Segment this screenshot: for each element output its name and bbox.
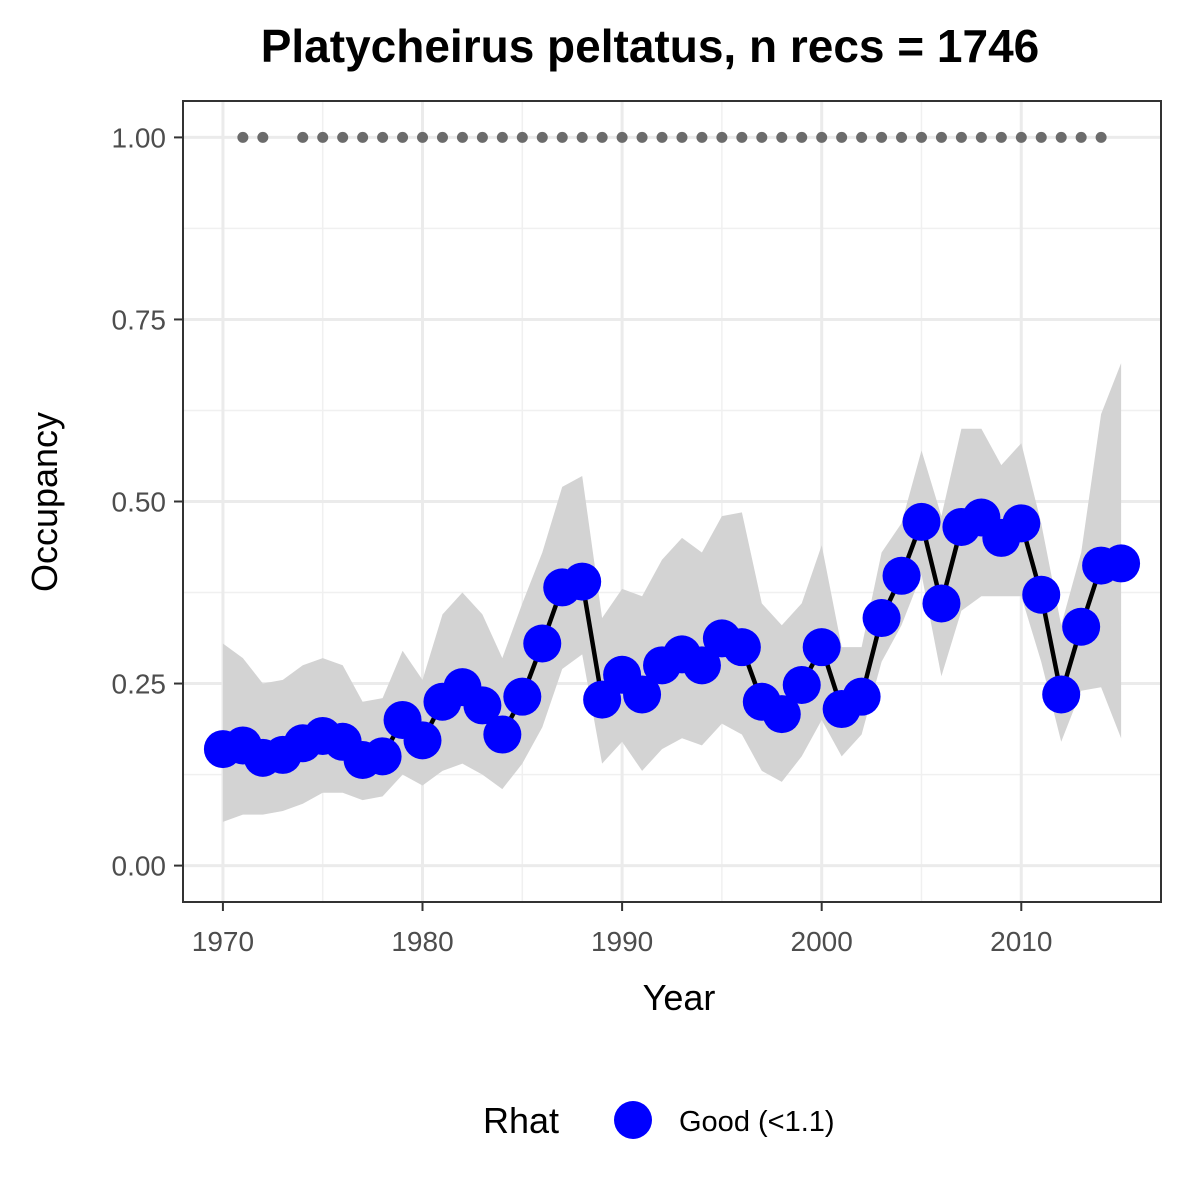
legend-title: Rhat xyxy=(483,1100,559,1141)
record-dot xyxy=(1055,131,1067,143)
chart-title: Platycheirus peltatus, n recs = 1746 xyxy=(261,20,1040,72)
data-point xyxy=(922,584,961,623)
y-tick-label: 0.75 xyxy=(112,304,167,335)
y-tick-label: 0.00 xyxy=(112,851,167,882)
data-point xyxy=(802,628,841,667)
record-dot xyxy=(576,131,588,143)
record-dot xyxy=(496,131,508,143)
record-dot xyxy=(955,131,967,143)
data-point xyxy=(762,695,801,734)
record-dot xyxy=(596,131,608,143)
record-dot xyxy=(456,131,468,143)
record-dot xyxy=(896,131,908,143)
record-dot xyxy=(436,131,448,143)
record-dot xyxy=(397,131,409,143)
record-dot xyxy=(995,131,1007,143)
y-tick-label: 1.00 xyxy=(112,122,167,153)
record-dot xyxy=(536,131,548,143)
x-tick-label: 1970 xyxy=(192,926,254,957)
data-point xyxy=(722,628,761,667)
x-tick-label: 2010 xyxy=(990,926,1052,957)
record-dot xyxy=(636,131,648,143)
record-dot xyxy=(237,131,249,143)
y-axis-label: Occupancy xyxy=(24,412,65,592)
data-point xyxy=(902,502,941,541)
legend: Rhat Good (<1.1) xyxy=(483,1100,835,1141)
y-axis-ticks: 0.00 0.25 0.50 0.75 1.00 xyxy=(112,122,183,882)
record-dot xyxy=(357,131,369,143)
record-dot xyxy=(876,131,888,143)
record-dot xyxy=(297,131,309,143)
record-dot xyxy=(776,131,788,143)
data-point xyxy=(363,737,402,776)
record-dot xyxy=(756,131,768,143)
record-dot xyxy=(1015,131,1027,143)
record-dot xyxy=(1035,131,1047,143)
x-axis-ticks: 1970 1980 1990 2000 2010 xyxy=(192,902,1052,957)
data-point xyxy=(682,646,721,685)
data-point xyxy=(563,562,602,601)
data-point xyxy=(463,686,502,725)
record-year-markers xyxy=(237,131,1107,143)
x-tick-label: 1990 xyxy=(591,926,653,957)
record-dot xyxy=(417,131,429,143)
record-dot xyxy=(696,131,708,143)
record-dot xyxy=(616,131,628,143)
y-tick-label: 0.25 xyxy=(112,669,167,700)
data-point xyxy=(1002,504,1041,543)
record-dot xyxy=(516,131,528,143)
record-dot xyxy=(736,131,748,143)
data-point xyxy=(623,675,662,714)
record-dot xyxy=(556,131,568,143)
record-dot xyxy=(317,131,329,143)
record-dot xyxy=(676,131,688,143)
record-dot xyxy=(816,131,828,143)
record-dot xyxy=(975,131,987,143)
data-point xyxy=(782,666,821,705)
y-tick-label: 0.50 xyxy=(112,487,167,518)
record-dot xyxy=(257,131,269,143)
record-dot xyxy=(935,131,947,143)
data-point xyxy=(1062,607,1101,646)
data-point xyxy=(882,556,921,595)
record-dot xyxy=(915,131,927,143)
data-point xyxy=(1042,675,1081,714)
x-tick-label: 1980 xyxy=(391,926,453,957)
occupancy-points xyxy=(203,498,1141,780)
legend-label-good: Good (<1.1) xyxy=(679,1106,835,1138)
data-point xyxy=(503,677,542,716)
data-point xyxy=(842,677,881,716)
record-dot xyxy=(656,131,668,143)
record-dot xyxy=(856,131,868,143)
record-dot xyxy=(796,131,808,143)
record-dot xyxy=(377,131,389,143)
record-dot xyxy=(716,131,728,143)
data-point xyxy=(862,599,901,638)
x-tick-label: 2000 xyxy=(791,926,853,957)
data-point xyxy=(523,624,562,663)
data-point xyxy=(1022,575,1061,614)
record-dot xyxy=(476,131,488,143)
record-dot xyxy=(836,131,848,143)
data-point xyxy=(1102,544,1141,583)
legend-key-good xyxy=(614,1101,652,1139)
data-point xyxy=(483,715,522,754)
data-point xyxy=(403,721,442,760)
record-dot xyxy=(1095,131,1107,143)
x-axis-label: Year xyxy=(643,977,716,1018)
record-dot xyxy=(1075,131,1087,143)
record-dot xyxy=(337,131,349,143)
